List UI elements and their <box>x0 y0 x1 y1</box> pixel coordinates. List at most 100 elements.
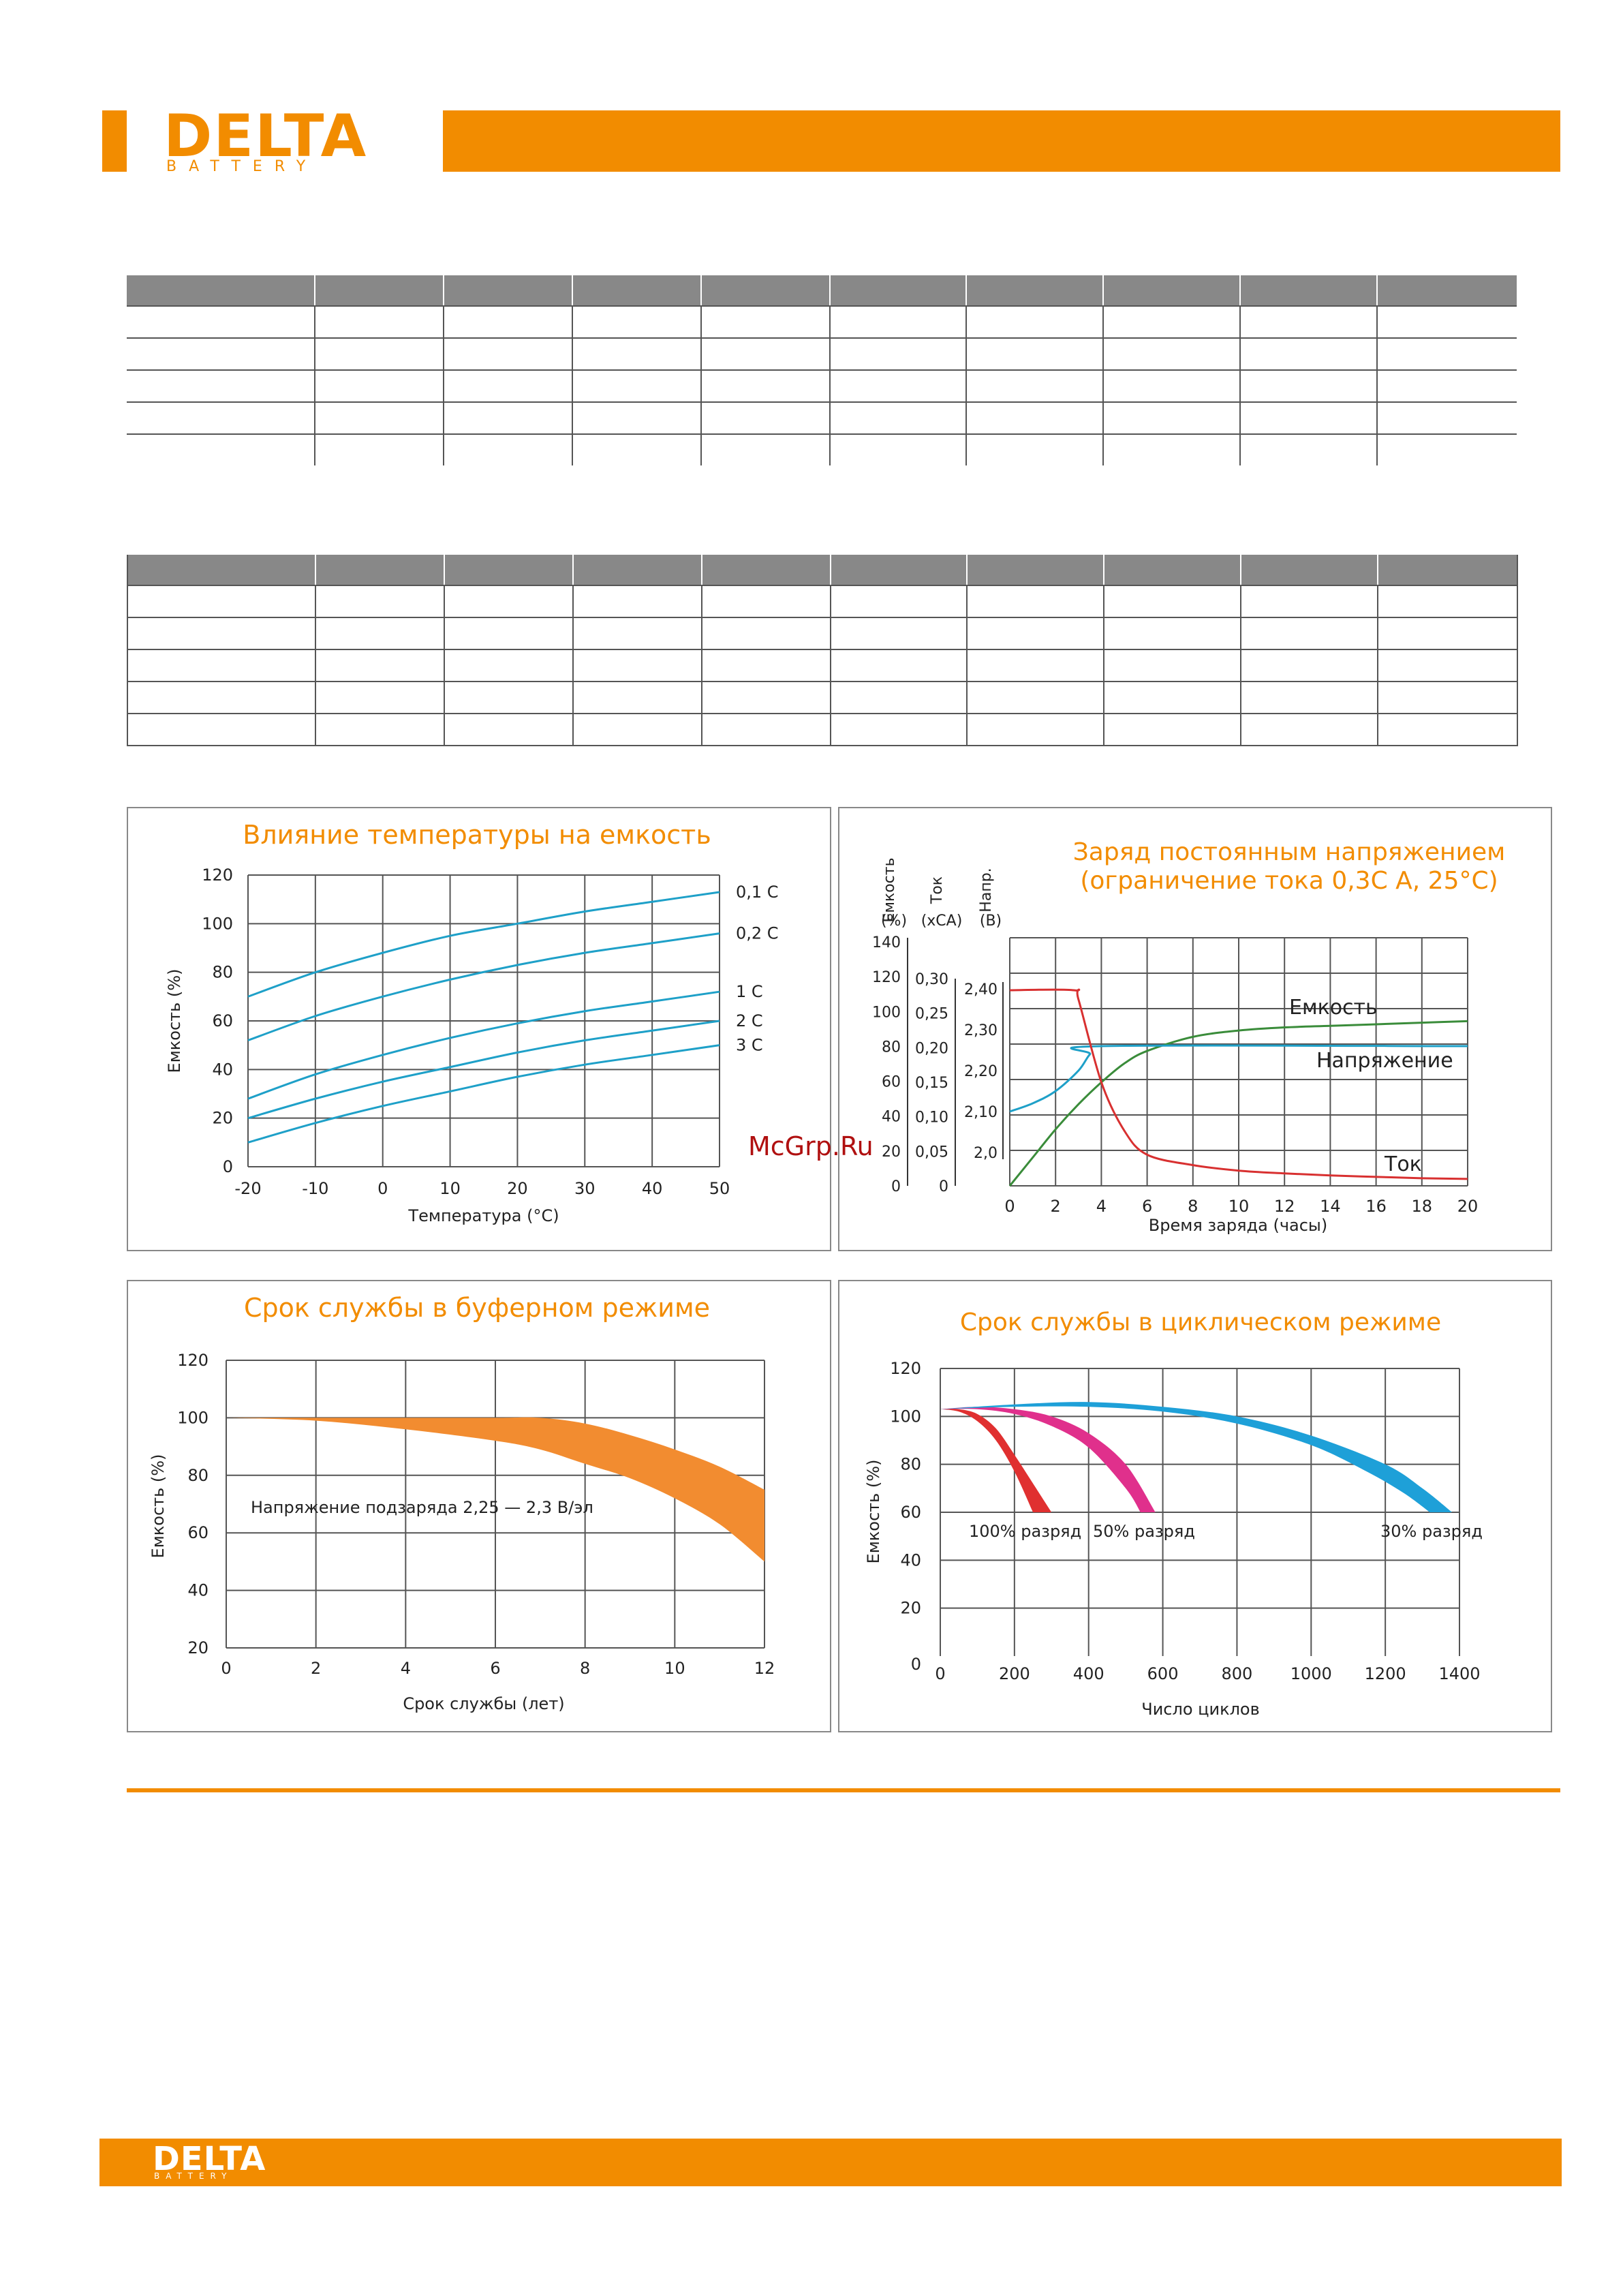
y-tick-label: 120 <box>177 1351 208 1370</box>
x-axis-label: Срок службы (лет) <box>403 1694 564 1713</box>
x-tick-label: 8 <box>1188 1197 1198 1216</box>
x-tick-label: 2 <box>1051 1197 1061 1216</box>
y-tick-zero: 0 <box>911 1655 921 1674</box>
axis-header-unit: (%) <box>881 913 907 930</box>
y-tick-label: 80 <box>212 963 233 982</box>
x-tick-label: 18 <box>1412 1197 1433 1216</box>
panel-charge: Заряд постоянным напряжением (ограничение… <box>838 807 1552 1251</box>
capacity-tick-label: 100 <box>872 1004 901 1021</box>
x-tick-label: 50 <box>709 1179 730 1198</box>
chart-title: Срок службы в буферном режиме <box>244 1293 710 1323</box>
series-label: 0,1 С <box>736 883 779 902</box>
footer-bar: DELTA BATTERY <box>99 2139 1562 2186</box>
chart-title: Влияние температуры на емкость <box>243 820 711 850</box>
x-tick-label: 40 <box>642 1179 663 1198</box>
table-row <box>127 370 1517 403</box>
series-label: 50% разряд <box>1093 1522 1195 1541</box>
current-tick-label: 0,10 <box>915 1109 948 1127</box>
axis-header-label: Емкость <box>881 857 898 922</box>
chart-subtitle: (ограничение тока 0,3С А, 25°С) <box>1080 867 1498 895</box>
series-line-capacity <box>1008 1020 1468 1187</box>
series-line <box>247 891 720 998</box>
y-tick-label: 40 <box>900 1550 921 1570</box>
y-tick-label: 100 <box>202 914 233 933</box>
table-row <box>127 306 1517 339</box>
table-row <box>127 714 1517 746</box>
series-label-current: Ток <box>1384 1152 1422 1176</box>
table-row <box>127 338 1517 371</box>
footer-logo: DELTA BATTERY <box>153 2140 303 2184</box>
header-left-accent <box>102 110 127 172</box>
x-tick-label: 0 <box>377 1179 388 1198</box>
axis-header-label: Напр. <box>978 868 995 912</box>
capacity-tick-label: 120 <box>872 969 901 986</box>
series-label: 0,2 С <box>736 924 779 943</box>
table-header-row <box>127 275 1517 307</box>
x-axis-label: Температура (°C) <box>407 1206 559 1225</box>
x-tick-label: 30 <box>574 1179 596 1198</box>
series-label: 30% разряд <box>1380 1522 1483 1541</box>
x-tick-label: 12 <box>1274 1197 1295 1216</box>
current-tick-label: 0 <box>939 1178 948 1195</box>
y-tick-label: 60 <box>212 1011 233 1030</box>
x-axis-label: Число циклов <box>1141 1700 1260 1719</box>
x-tick-label: -10 <box>302 1179 328 1198</box>
table-row <box>127 617 1517 650</box>
x-tick-label: 20 <box>507 1179 528 1198</box>
x-tick-label: 10 <box>1228 1197 1250 1216</box>
temperature-chart: Влияние температуры на емкость -20 -10 0 10 2… <box>165 820 779 1225</box>
float-life-chart: Срок службы в буферном режиме 0 2 4 6 8 10 12 20… <box>149 1293 775 1713</box>
capacity-tick-label: 40 <box>882 1109 901 1126</box>
y-tick-label: 120 <box>890 1359 921 1378</box>
watermark: McGrp.Ru <box>748 1131 874 1161</box>
spec-table-1 <box>127 275 1517 465</box>
table-row <box>127 649 1517 682</box>
capacity-tick-label: 80 <box>882 1039 901 1056</box>
series-label: 1 С <box>736 982 763 1001</box>
y-tick-label: 20 <box>212 1109 233 1128</box>
axis-header-unit: (хСА) <box>921 913 963 930</box>
logo-subtext: BATTERY <box>166 158 318 175</box>
x-tick-label: 4 <box>1096 1197 1107 1216</box>
cycle-band <box>940 1409 1052 1512</box>
y-tick-label: 20 <box>187 1638 208 1657</box>
series-label-voltage: Напряжение <box>1316 1049 1453 1073</box>
series-line <box>247 1044 720 1144</box>
voltage-tick-label: 2,0 <box>974 1145 998 1162</box>
header-bar <box>443 110 1560 172</box>
header-logo: DELTA BATTERY <box>164 102 409 177</box>
x-tick-label: 0 <box>1004 1197 1015 1216</box>
x-tick-label: -20 <box>234 1179 261 1198</box>
cycle-band <box>940 1402 1453 1512</box>
y-tick-label: 20 <box>900 1599 921 1618</box>
current-tick-label: 0,25 <box>915 1006 948 1023</box>
series-label-capacity: Емкость <box>1289 996 1378 1020</box>
capacity-tick-label: 140 <box>872 934 901 951</box>
voltage-tick-label: 2,10 <box>964 1104 998 1121</box>
voltage-tick-label: 2,20 <box>964 1063 998 1080</box>
table-header-row <box>127 555 1517 586</box>
y-axis-label: Емкость (%) <box>864 1460 883 1564</box>
y-tick-label: 120 <box>202 866 233 885</box>
x-tick-label: 800 <box>1222 1664 1253 1683</box>
footer-logo-subtext: BATTERY <box>154 2171 233 2181</box>
panel-cycle-life: Срок службы в циклическом режиме 0 200 400 6… <box>838 1280 1552 1732</box>
x-axis-label: Время заряда (часы) <box>1149 1216 1327 1235</box>
series-line <box>247 1020 720 1120</box>
charge-chart: Заряд постоянным напряжением(ограничение… <box>872 838 1505 1235</box>
panel-float-life: Срок службы в буферном режиме 0 2 4 6 8 10 12 20… <box>127 1280 831 1732</box>
annotation: Напряжение подзаряда 2,25 — 2,3 В/эл <box>251 1498 593 1517</box>
axis-header-label: Ток <box>929 876 946 904</box>
x-tick-label: 8 <box>580 1659 590 1678</box>
x-tick-label: 200 <box>999 1664 1030 1683</box>
x-tick-label: 2 <box>311 1659 321 1678</box>
x-tick-label: 1200 <box>1365 1664 1406 1683</box>
y-axis-label: Емкость (%) <box>149 1454 168 1559</box>
footer-logo-text: DELTA <box>153 2140 266 2178</box>
x-tick-label: 1400 <box>1438 1664 1480 1683</box>
x-tick-label: 0 <box>935 1664 945 1683</box>
capacity-tick-label: 20 <box>882 1144 901 1161</box>
series-line <box>247 990 720 1100</box>
x-tick-label: 6 <box>490 1659 500 1678</box>
